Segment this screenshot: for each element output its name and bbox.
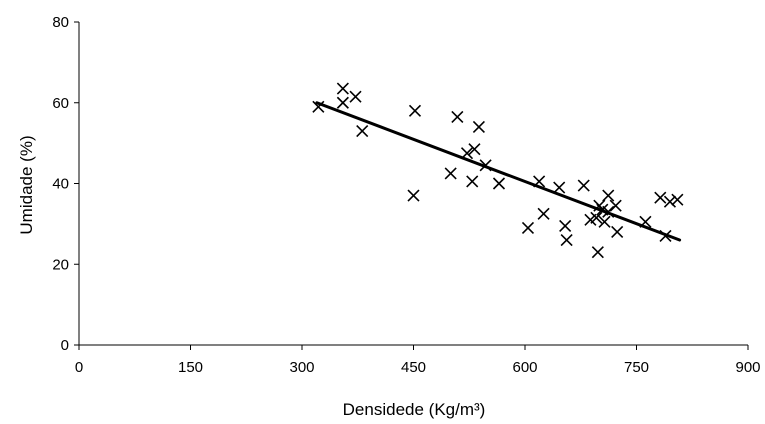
x-tick-label: 0 xyxy=(75,359,83,376)
trend-line xyxy=(315,101,682,242)
x-axis-title: Densidede (Kg/m³) xyxy=(343,400,486,419)
data-point xyxy=(537,207,550,220)
data-point xyxy=(479,159,492,172)
data-point xyxy=(577,179,590,192)
data-point xyxy=(659,229,672,243)
data-point xyxy=(609,199,622,212)
data-point xyxy=(451,110,464,123)
data-point xyxy=(407,189,420,202)
y-tick-label: 40 xyxy=(52,176,69,193)
data-point xyxy=(521,221,535,234)
data-point xyxy=(671,193,684,206)
data-point xyxy=(598,215,611,228)
x-tick-label: 450 xyxy=(401,359,426,376)
x-tick-label: 750 xyxy=(624,359,649,376)
x-tick-label: 600 xyxy=(512,359,537,376)
data-point xyxy=(466,175,479,188)
data-point xyxy=(356,124,369,138)
x-tick-label: 300 xyxy=(289,359,314,376)
y-axis-title: Umidade (%) xyxy=(17,135,36,234)
y-tick-label: 60 xyxy=(52,95,69,112)
data-point xyxy=(663,195,677,208)
data-point xyxy=(602,189,615,202)
y-tick-label: 0 xyxy=(61,337,69,354)
x-tick-label: 900 xyxy=(735,359,760,376)
plot-area: 0 20 40 60 80 0 150 300 450 600 750 900 xyxy=(52,14,760,376)
data-point xyxy=(553,181,566,194)
data-point xyxy=(590,211,603,224)
data-point xyxy=(349,90,362,103)
y-tick-label: 20 xyxy=(52,256,69,273)
data-point xyxy=(468,143,481,156)
data-point xyxy=(444,167,457,180)
data-point xyxy=(602,205,615,218)
data-point xyxy=(492,177,506,190)
data-point xyxy=(560,233,573,247)
x-tick-label: 150 xyxy=(178,359,203,376)
data-point xyxy=(591,246,604,259)
data-point xyxy=(336,82,349,95)
data-point xyxy=(533,175,546,188)
y-tick-label: 80 xyxy=(52,14,69,31)
data-point xyxy=(639,215,652,228)
data-point xyxy=(472,120,485,134)
data-point xyxy=(460,147,474,160)
data-point xyxy=(654,191,667,204)
data-point xyxy=(559,219,572,232)
data-point xyxy=(336,96,349,109)
data-point xyxy=(312,100,325,113)
data-point xyxy=(408,104,422,117)
data-point xyxy=(611,225,624,239)
